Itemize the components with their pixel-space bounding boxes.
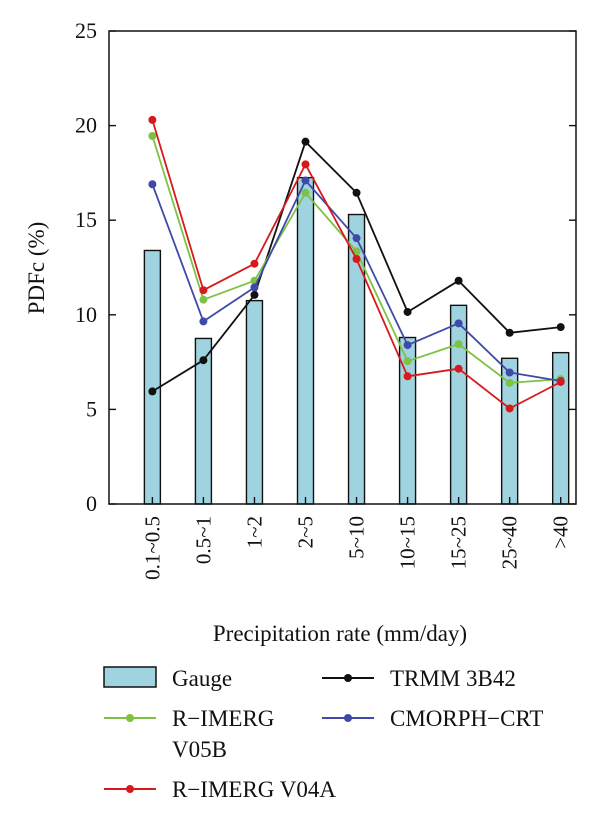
y-axis-title: PDFc (%) [24,222,49,315]
legend-item-v04a: R−IMERG V04A [104,777,336,802]
y-tick-label-0: 0 [86,491,97,516]
legend-marker-cmorph [344,714,352,722]
point-r-imerg-v04a-1 [199,286,208,295]
bar-gauge-0 [143,249,162,505]
x-tick-label-7: 25~40 [498,516,522,569]
point-r-imerg-v05b-4 [352,247,361,256]
point-r-imerg-v04a-4 [352,254,361,263]
point-trmm-3b42-1 [199,356,208,365]
legend-item-trmm: TRMM 3B42 [322,666,516,691]
x-axis: 0.1~0.5 0.5~1 1~2 2~5 5~10 10~15 15~25 25~40 >40 [140,497,573,580]
point-cmorph-crt-5 [403,341,412,350]
point-r-imerg-v04a-5 [403,372,412,381]
point-trmm-3b42-7 [505,328,514,337]
point-r-imerg-v04a-3 [301,160,310,169]
point-trmm-3b42-6 [454,276,463,285]
legend-item-cmorph: CMORPH−CRT [322,706,543,731]
legend-label-v05b-line2: V05B [172,737,227,762]
legend-marker-trmm [344,674,352,682]
bar-gauge-6 [449,304,468,505]
point-r-imerg-v04a-8 [556,377,565,386]
point-r-imerg-v04a-6 [454,364,463,373]
legend-label-cmorph: CMORPH−CRT [390,706,543,731]
point-trmm-3b42-8 [556,323,565,332]
point-r-imerg-v04a-7 [505,404,514,413]
x-axis-title: Precipitation rate (mm/day) [213,621,467,646]
x-tick-label-3: 2~5 [294,516,318,548]
y-tick-label-20: 20 [75,113,97,138]
point-trmm-3b42-2 [250,290,259,299]
bars-layer [143,176,570,505]
point-trmm-3b42-5 [403,307,412,316]
legend: Gauge TRMM 3B42 R−IMERG V05B CMORPH−CRT [103,666,543,802]
y-tick-label-5: 5 [86,396,97,421]
point-r-imerg-v05b-1 [199,295,208,304]
legend-label-trmm: TRMM 3B42 [390,666,516,691]
point-r-imerg-v04a-0 [148,115,157,124]
point-trmm-3b42-0 [148,387,157,396]
x-tick-label-8: >40 [549,516,573,549]
point-cmorph-crt-6 [454,319,463,328]
point-trmm-3b42-4 [352,188,361,197]
point-r-imerg-v05b-6 [454,340,463,349]
plot-frame [108,30,577,505]
x-tick-label-1: 0.5~1 [191,516,215,564]
x-tick-label-2: 1~2 [243,516,267,548]
point-cmorph-crt-0 [148,180,157,189]
y-tick-label-10: 10 [75,302,97,327]
legend-item-gauge: Gauge [103,666,232,691]
bar-gauge-2 [245,299,264,505]
x-tick-label-0: 0.1~0.5 [140,516,164,580]
point-cmorph-crt-3 [301,176,310,185]
legend-marker-v05b [126,714,134,722]
y-tick-label-15: 15 [75,207,97,232]
point-cmorph-crt-4 [352,234,361,243]
bar-gauge-3 [296,176,315,505]
point-r-imerg-v04a-2 [250,259,259,268]
point-r-imerg-v05b-7 [505,378,514,387]
legend-marker-v04a [126,785,134,793]
legend-swatch-gauge [103,666,157,688]
legend-label-gauge: Gauge [172,666,232,691]
x-tick-label-5: 10~15 [396,516,420,569]
point-trmm-3b42-3 [301,137,310,146]
legend-label-v05b-line1: R−IMERG [172,706,274,731]
x-tick-label-6: 15~25 [447,516,471,569]
y-axis: 0 5 10 15 20 25 [75,18,576,516]
point-cmorph-crt-1 [199,317,208,326]
point-cmorph-crt-2 [250,283,259,292]
legend-item-v05b: R−IMERG V05B [104,706,274,762]
point-r-imerg-v05b-5 [403,357,412,366]
x-tick-label-4: 5~10 [345,516,369,559]
point-r-imerg-v05b-3 [301,188,310,197]
point-r-imerg-v05b-0 [148,132,157,141]
lines-layer [148,115,565,413]
legend-label-v04a: R−IMERG V04A [172,777,336,802]
y-tick-label-25: 25 [75,18,97,43]
point-cmorph-crt-7 [505,368,514,377]
